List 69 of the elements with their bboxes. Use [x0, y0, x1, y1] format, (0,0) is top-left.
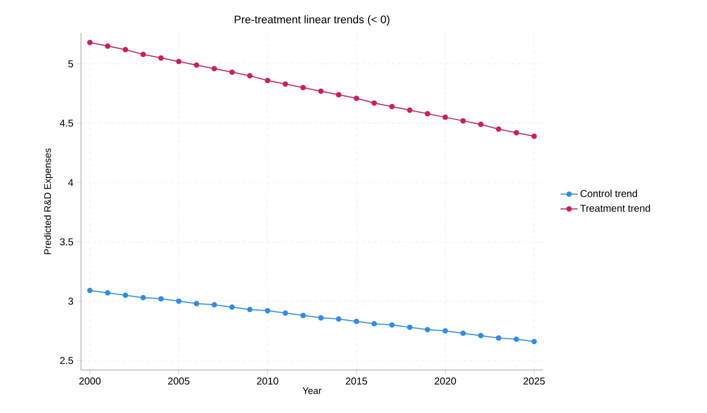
point: [229, 69, 235, 75]
point: [372, 100, 377, 106]
point: [424, 110, 430, 116]
point: [176, 58, 182, 64]
point: [140, 52, 146, 58]
point: [158, 55, 164, 61]
point: [460, 118, 466, 124]
y-axis-title: Predicted R&D Expenses: [44, 148, 53, 254]
point: [407, 324, 412, 330]
point: [389, 104, 395, 110]
point: [442, 328, 448, 334]
point: [407, 107, 412, 113]
point: [460, 330, 466, 336]
point: [531, 338, 537, 344]
chart-title: Pre-treatment linear trends (< 0): [234, 15, 390, 26]
legend-label: Control trend: [580, 190, 637, 198]
y-tick-label: 2.5: [60, 356, 74, 364]
point: [264, 308, 270, 314]
x-tick-label: 2025: [524, 378, 545, 385]
point: [247, 73, 252, 78]
point: [372, 321, 377, 326]
y-tick-label: 5: [68, 60, 74, 68]
x-axis-title: Year: [302, 387, 322, 394]
point: [158, 296, 164, 302]
x-tick-label: 2015: [346, 378, 368, 385]
y-tick-label: 4.5: [60, 120, 74, 127]
point: [87, 40, 93, 46]
point: [336, 92, 342, 98]
point: [354, 318, 360, 324]
point: [264, 78, 270, 84]
point: [87, 288, 93, 294]
point: [424, 326, 430, 332]
point: [176, 298, 182, 304]
point: [496, 126, 502, 132]
y-tick-label: 3.5: [60, 238, 74, 246]
point: [496, 335, 502, 341]
x-tick-label: 2010: [256, 378, 278, 385]
point: [336, 316, 342, 322]
point: [229, 304, 235, 310]
point: [442, 114, 448, 120]
point: [531, 134, 537, 139]
point: [318, 88, 324, 94]
point: [318, 315, 324, 320]
point: [194, 300, 200, 306]
x-tick-label: 2005: [168, 378, 190, 385]
x-tick-label: 2020: [434, 378, 456, 385]
point: [212, 66, 217, 72]
y-tick-label: 4: [68, 179, 74, 186]
point: [122, 292, 128, 298]
point: [282, 81, 288, 87]
y-tick-label: 3: [68, 298, 74, 305]
legend-label: Treatment trend: [580, 204, 650, 212]
point: [478, 332, 484, 338]
point: [354, 96, 360, 101]
point: [104, 43, 110, 49]
point: [247, 306, 252, 312]
point: [478, 122, 484, 128]
point: [140, 294, 146, 300]
point: [300, 312, 306, 318]
point: [194, 62, 200, 68]
point: [282, 310, 288, 316]
point: [104, 290, 110, 296]
point: [122, 46, 128, 52]
point: [389, 322, 395, 328]
point: [514, 336, 520, 342]
x-tick-label: 2000: [79, 378, 101, 385]
point: [514, 130, 520, 136]
point: [212, 302, 217, 308]
point: [300, 84, 306, 90]
